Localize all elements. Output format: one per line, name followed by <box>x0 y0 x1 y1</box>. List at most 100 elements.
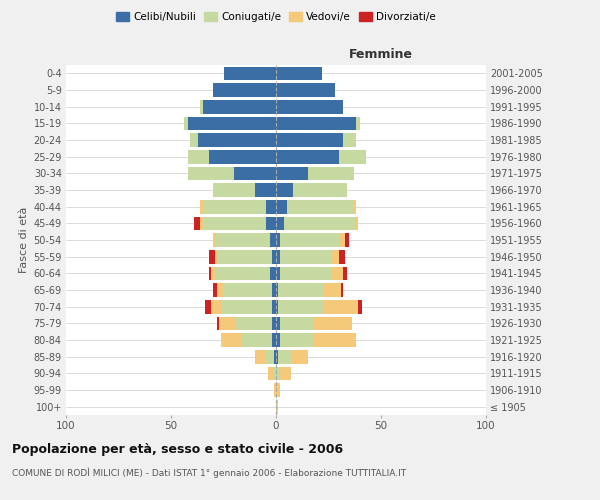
Bar <box>270 266 276 280</box>
Bar <box>213 83 276 97</box>
Bar <box>276 266 280 280</box>
Text: COMUNE DI RODÌ MILICI (ME) - Dati ISTAT 1° gennaio 2006 - Elaborazione TUTTITALI: COMUNE DI RODÌ MILICI (ME) - Dati ISTAT … <box>12 468 406 478</box>
Bar <box>276 233 280 247</box>
Bar <box>272 283 276 297</box>
Bar <box>343 266 347 280</box>
Bar <box>200 200 203 213</box>
Bar <box>220 316 236 330</box>
Bar <box>205 300 211 314</box>
Bar <box>274 350 276 364</box>
Bar <box>188 150 209 164</box>
Bar <box>203 100 276 114</box>
Bar <box>276 100 343 114</box>
Bar <box>314 333 356 347</box>
Bar <box>358 300 362 314</box>
Bar <box>280 250 331 264</box>
Bar <box>221 300 272 314</box>
Bar <box>276 200 287 213</box>
Bar <box>217 316 220 330</box>
Bar <box>276 316 280 330</box>
Bar <box>200 100 203 114</box>
Bar <box>217 250 272 264</box>
Bar <box>272 333 276 347</box>
Bar <box>215 233 270 247</box>
Bar <box>184 116 188 130</box>
Bar <box>276 383 280 397</box>
Bar <box>217 283 223 297</box>
Bar <box>278 300 325 314</box>
Bar <box>276 366 280 380</box>
Bar <box>255 350 265 364</box>
Text: Femmine: Femmine <box>349 48 413 62</box>
Bar <box>343 133 356 147</box>
Bar <box>276 283 278 297</box>
Bar <box>274 383 276 397</box>
Bar <box>194 216 200 230</box>
Bar <box>354 200 356 213</box>
Bar <box>280 333 314 347</box>
Bar <box>215 250 217 264</box>
Bar <box>276 116 356 130</box>
Bar <box>276 400 278 413</box>
Bar <box>276 150 339 164</box>
Bar <box>211 266 215 280</box>
Bar <box>314 316 352 330</box>
Text: Popolazione per età, sesso e stato civile - 2006: Popolazione per età, sesso e stato civil… <box>12 442 343 456</box>
Bar <box>188 116 276 130</box>
Bar <box>341 283 343 297</box>
Bar <box>280 266 331 280</box>
Bar <box>276 300 278 314</box>
Bar <box>276 350 278 364</box>
Bar <box>339 233 346 247</box>
Bar <box>276 333 280 347</box>
Bar <box>331 250 339 264</box>
Bar <box>325 300 358 314</box>
Bar <box>276 250 280 264</box>
Bar <box>268 366 274 380</box>
Bar <box>209 150 276 164</box>
Bar <box>280 233 339 247</box>
Y-axis label: Fasce di età: Fasce di età <box>19 207 29 273</box>
Bar <box>272 250 276 264</box>
Bar <box>278 283 325 297</box>
Bar <box>331 266 343 280</box>
Bar <box>272 300 276 314</box>
Bar <box>287 200 354 213</box>
Bar <box>293 183 347 197</box>
Bar <box>272 316 276 330</box>
Bar <box>215 266 270 280</box>
Bar <box>284 216 356 230</box>
Bar <box>200 216 203 230</box>
Bar <box>203 200 265 213</box>
Bar <box>274 366 276 380</box>
Bar <box>308 166 354 180</box>
Bar <box>213 233 215 247</box>
Bar <box>234 166 276 180</box>
Bar <box>280 316 314 330</box>
Bar <box>213 283 217 297</box>
Bar <box>290 350 308 364</box>
Bar <box>221 333 242 347</box>
Bar <box>265 216 276 230</box>
Bar <box>276 166 308 180</box>
Bar <box>276 183 293 197</box>
Bar <box>325 283 341 297</box>
Bar <box>213 183 255 197</box>
Bar <box>242 333 272 347</box>
Bar <box>255 183 276 197</box>
Bar <box>280 366 290 380</box>
Bar <box>339 250 346 264</box>
Bar <box>339 150 366 164</box>
Bar <box>211 300 221 314</box>
Bar <box>276 83 335 97</box>
Bar <box>276 133 343 147</box>
Bar <box>190 133 198 147</box>
Bar <box>265 200 276 213</box>
Bar <box>346 233 349 247</box>
Bar <box>223 66 276 80</box>
Bar <box>276 66 322 80</box>
Bar <box>188 166 234 180</box>
Bar <box>198 133 276 147</box>
Bar <box>236 316 272 330</box>
Bar <box>209 250 215 264</box>
